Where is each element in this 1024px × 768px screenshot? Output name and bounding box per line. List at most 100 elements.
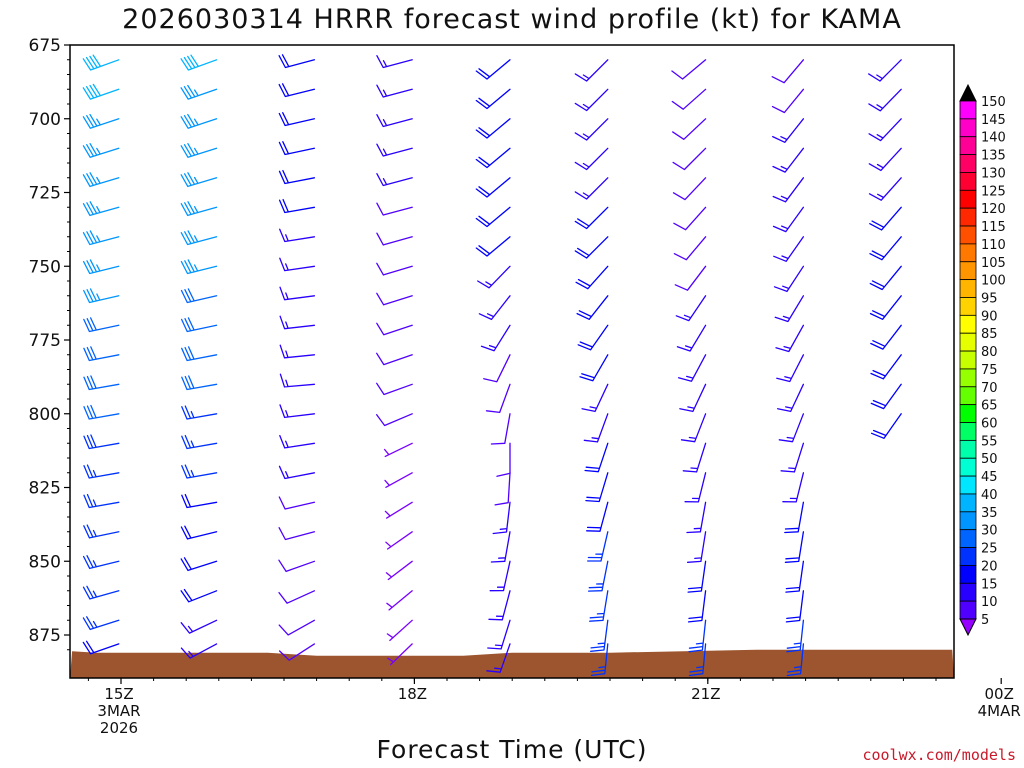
- wind-barb: [870, 383, 902, 410]
- colorbar-band: [959, 100, 977, 120]
- wind-barb: [82, 585, 120, 600]
- wind-barb: [772, 147, 805, 173]
- colorbar-band: [959, 493, 977, 513]
- wind-barb: [180, 525, 218, 540]
- colorbar-label: 70: [981, 381, 998, 396]
- wind-barb: [574, 88, 609, 112]
- wind-barb: [576, 295, 609, 320]
- wind-barb: [180, 172, 218, 188]
- wind-barb: [82, 172, 120, 188]
- wind-barb: [579, 354, 609, 382]
- wind-barb: [785, 590, 805, 623]
- colorbar-label: 140: [981, 131, 1006, 146]
- colorbar-label: 150: [981, 95, 1006, 110]
- wind-barb: [574, 236, 609, 259]
- wind-barb: [180, 643, 218, 659]
- colorbar-band: [959, 350, 977, 370]
- wind-barb: [773, 265, 805, 293]
- wind-barb: [180, 201, 218, 217]
- y-tick-label: 800: [29, 405, 61, 425]
- wind-barb: [489, 560, 511, 592]
- wind-barb: [180, 113, 218, 129]
- wind-barb: [376, 262, 413, 276]
- wind-barb: [278, 643, 316, 661]
- wind-barb: [784, 501, 805, 534]
- y-tick-label: 725: [29, 184, 61, 204]
- wind-barb: [278, 141, 316, 156]
- wind-barb: [676, 324, 707, 352]
- colorbar-band: [959, 189, 977, 209]
- wind-barb: [775, 324, 805, 353]
- wind-barb: [868, 88, 902, 112]
- wind-barb: [82, 640, 120, 655]
- wind-barb: [478, 295, 511, 321]
- wind-barb: [868, 118, 902, 142]
- wind-barb: [278, 465, 316, 480]
- wind-barb: [480, 324, 511, 352]
- x-tick-label: 18Z: [398, 685, 427, 703]
- wind-barb: [386, 619, 413, 642]
- y-tick-label: 700: [29, 110, 61, 130]
- colorbar-label: 135: [981, 149, 1006, 164]
- wind-barb: [589, 590, 609, 622]
- wind-barb: [674, 265, 707, 291]
- wind-barb: [278, 527, 316, 541]
- colorbar-label: 40: [981, 488, 998, 503]
- x-tick-label: 3MAR: [97, 702, 140, 720]
- colorbar-label: 105: [981, 256, 1006, 271]
- wind-barb: [83, 346, 120, 362]
- wind-barb: [772, 177, 805, 203]
- wind-barb: [181, 434, 218, 450]
- wind-barb: [574, 206, 609, 230]
- colorbar-label: 80: [981, 345, 998, 360]
- wind-barb: [279, 373, 316, 388]
- colorbar-label: 90: [981, 309, 998, 324]
- colorbar-label: 15: [981, 577, 998, 592]
- wind-barb: [376, 143, 413, 157]
- colorbar-label: 65: [981, 399, 998, 414]
- y-tick-label: 850: [29, 552, 61, 572]
- wind-barb: [82, 83, 120, 100]
- wind-barb: [385, 531, 413, 550]
- wind-barb: [574, 147, 609, 171]
- colorbar-band: [959, 439, 977, 459]
- wind-barb: [772, 206, 805, 233]
- wind-barb: [180, 84, 218, 100]
- wind-barb: [870, 354, 902, 380]
- wind-barb: [475, 206, 511, 228]
- wind-barb: [181, 375, 218, 391]
- wind-barb: [673, 236, 707, 261]
- wind-barb: [278, 83, 316, 98]
- colorbar-band: [959, 529, 977, 548]
- wind-barb: [776, 354, 805, 383]
- wind-barb: [383, 442, 413, 458]
- wind-barb: [83, 493, 120, 509]
- wind-barb: [475, 177, 511, 198]
- wind-barb: [278, 619, 316, 636]
- wind-barb: [585, 472, 609, 503]
- wind-barb: [492, 501, 511, 535]
- wind-barb: [485, 383, 511, 414]
- wind-barb: [590, 619, 609, 652]
- wind-barb: [83, 404, 120, 420]
- wind-barb: [384, 472, 413, 488]
- wind-barb: [376, 202, 413, 216]
- wind-barb: [82, 555, 120, 570]
- wind-barb: [483, 354, 511, 383]
- x-axis: 15Z3MAR202618Z21Z00Z4MAR03Z06Z: [87, 678, 1021, 737]
- y-tick-label: 750: [29, 257, 61, 277]
- wind-barb: [869, 295, 902, 320]
- wind-barb: [278, 169, 316, 185]
- wind-barb: [82, 259, 120, 275]
- wind-barb: [587, 560, 609, 592]
- x-tick-label: 2026: [100, 719, 138, 737]
- wind-barb: [279, 228, 316, 243]
- credit-link[interactable]: coolwx.com/models: [862, 746, 1016, 764]
- wind-barb: [475, 118, 511, 139]
- wind-barb: [577, 324, 609, 351]
- colorbar-band: [959, 243, 977, 263]
- wind-barb: [376, 55, 413, 69]
- wind-barb: [778, 413, 805, 443]
- wind-barb: [490, 531, 511, 563]
- wind-barb: [82, 54, 120, 71]
